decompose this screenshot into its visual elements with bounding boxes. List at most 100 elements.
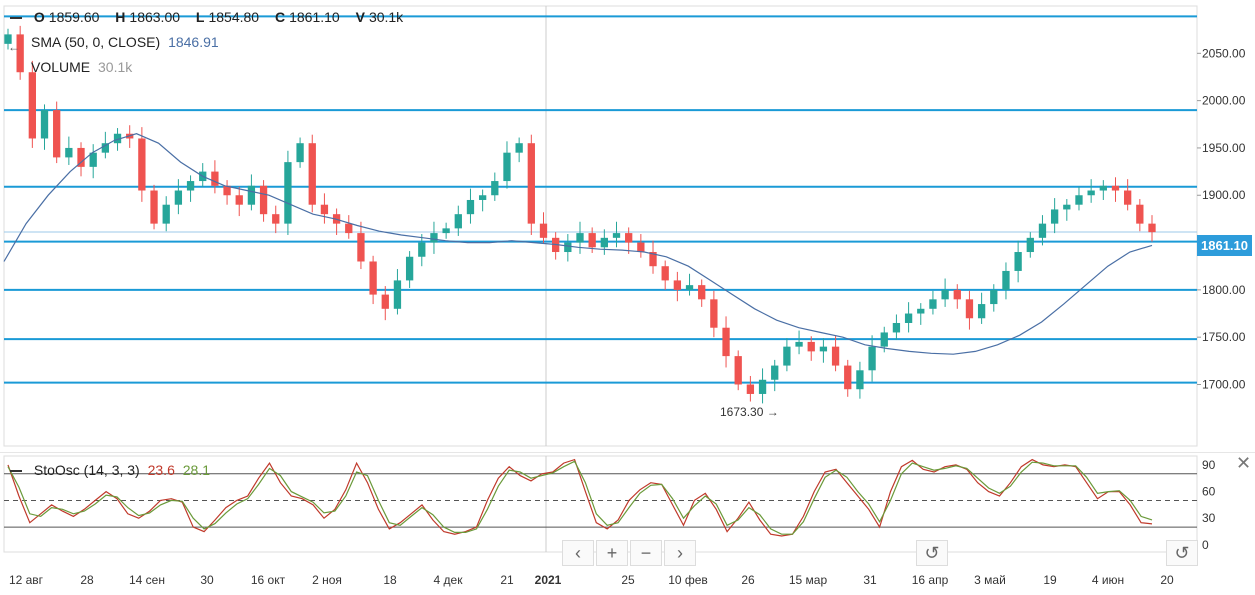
candle [89, 152, 97, 167]
scroll-left-button[interactable]: ‹ [562, 540, 594, 566]
candle [917, 308, 925, 314]
candle [831, 346, 840, 366]
sma-value: 1846.91 [168, 34, 219, 50]
legend-dash-icon [10, 470, 22, 473]
candle [466, 199, 475, 215]
candle [186, 181, 195, 191]
x-tick-label: 4 дек [434, 573, 464, 587]
last-price-tag: 1861.10 [1197, 235, 1252, 256]
candle [685, 285, 694, 290]
candle [1111, 185, 1120, 191]
candle [588, 233, 596, 248]
scroll-right-button[interactable]: › [664, 540, 696, 566]
candle [625, 233, 633, 243]
candle [211, 171, 219, 186]
candle [746, 384, 755, 394]
high-value: 1863.00 [129, 9, 181, 25]
x-tick-label: 16 апр [912, 573, 949, 587]
candle [819, 346, 828, 352]
candle [698, 285, 706, 300]
high-label: H [115, 9, 126, 25]
low-value: 1854.80 [208, 9, 260, 25]
candle [953, 289, 961, 300]
candle [162, 204, 170, 224]
plot-frame [3, 5, 1198, 447]
x-tick-label: 21 [500, 573, 514, 587]
candle [53, 110, 61, 158]
candle [259, 185, 268, 215]
candle [734, 356, 742, 385]
candle [272, 214, 280, 224]
stochastic-chart[interactable]: 0 30 60 90 12 авг 28 14 сен 30 16 окт 2 ноя 18 4 де… [0, 452, 1255, 595]
candle [1050, 209, 1059, 224]
x-tick-label: 26 [741, 573, 755, 587]
candle [892, 322, 901, 333]
candle [284, 162, 292, 224]
candle [491, 181, 499, 196]
close-value: 1861.10 [289, 9, 340, 25]
collapse-arrow-icon[interactable]: ← [8, 40, 20, 54]
x-tick-label: 30 [200, 573, 214, 587]
candle [150, 190, 158, 224]
candle [868, 346, 876, 371]
close-icon[interactable]: ✕ [1236, 453, 1252, 473]
candle [308, 143, 316, 205]
candle [783, 346, 791, 366]
stoch-k-value: 23.6 [147, 462, 175, 478]
candle [1148, 223, 1156, 233]
y-tick-label: 1900.00 [1202, 188, 1246, 202]
zoom-in-button[interactable]: + [596, 540, 628, 566]
stoch-legend[interactable]: StoOsc (14, 3, 3) 23.6 28.1 [10, 462, 210, 478]
volume-legend[interactable]: VOLUME 30.1k [31, 59, 132, 75]
reset-button[interactable]: ↺ [916, 540, 948, 566]
x-tick-label: 31 [863, 573, 877, 587]
candle [16, 34, 24, 73]
candle [405, 256, 414, 281]
x-tick-label: 14 сен [129, 573, 165, 587]
candle [235, 195, 243, 205]
candle [722, 327, 730, 357]
candle [929, 299, 937, 309]
candle [40, 110, 49, 139]
candle [1014, 252, 1022, 271]
candle [345, 223, 353, 234]
sma-legend[interactable]: SMA (50, 0, CLOSE) 1846.91 [31, 34, 219, 50]
candle [527, 143, 535, 224]
candle [856, 370, 864, 390]
sma-label: SMA (50, 0, CLOSE) [31, 34, 161, 50]
candle [28, 72, 36, 139]
osc-y-tick-label: 90 [1202, 458, 1216, 472]
x-tick-label: 18 [383, 573, 397, 587]
zoom-out-button[interactable]: − [630, 540, 662, 566]
x-tick-label: 25 [621, 573, 635, 587]
candle [65, 147, 73, 158]
x-tick-label: 19 [1043, 573, 1057, 587]
candle [223, 185, 231, 196]
candle [442, 228, 450, 234]
price-chart[interactable]: 1700.001750.001800.001850.001900.001950.… [0, 0, 1255, 450]
x-tick-label: 20 [1160, 573, 1174, 587]
osc-y-tick-label: 60 [1202, 485, 1216, 499]
close-label: C [274, 9, 286, 25]
y-tick-label: 1700.00 [1202, 377, 1246, 391]
candle [673, 280, 682, 290]
volume-short-label: V [355, 9, 365, 25]
candle [393, 280, 402, 309]
candle [661, 266, 669, 281]
reset-scale-button[interactable]: ↺ [1166, 540, 1198, 566]
candle [1063, 204, 1071, 210]
candle [807, 341, 815, 352]
candle [564, 242, 572, 253]
candle [612, 233, 621, 238]
candle [880, 332, 888, 347]
low-label: L [195, 9, 205, 25]
osc-y-tick-label: 0 [1202, 538, 1209, 552]
candle [357, 233, 365, 262]
candle [771, 365, 779, 380]
candle [1075, 195, 1083, 205]
x-tick-label: 15 мар [789, 573, 828, 587]
candle [1124, 190, 1132, 205]
candle [1002, 270, 1010, 290]
candle [710, 299, 718, 328]
open-label: O [33, 9, 45, 25]
